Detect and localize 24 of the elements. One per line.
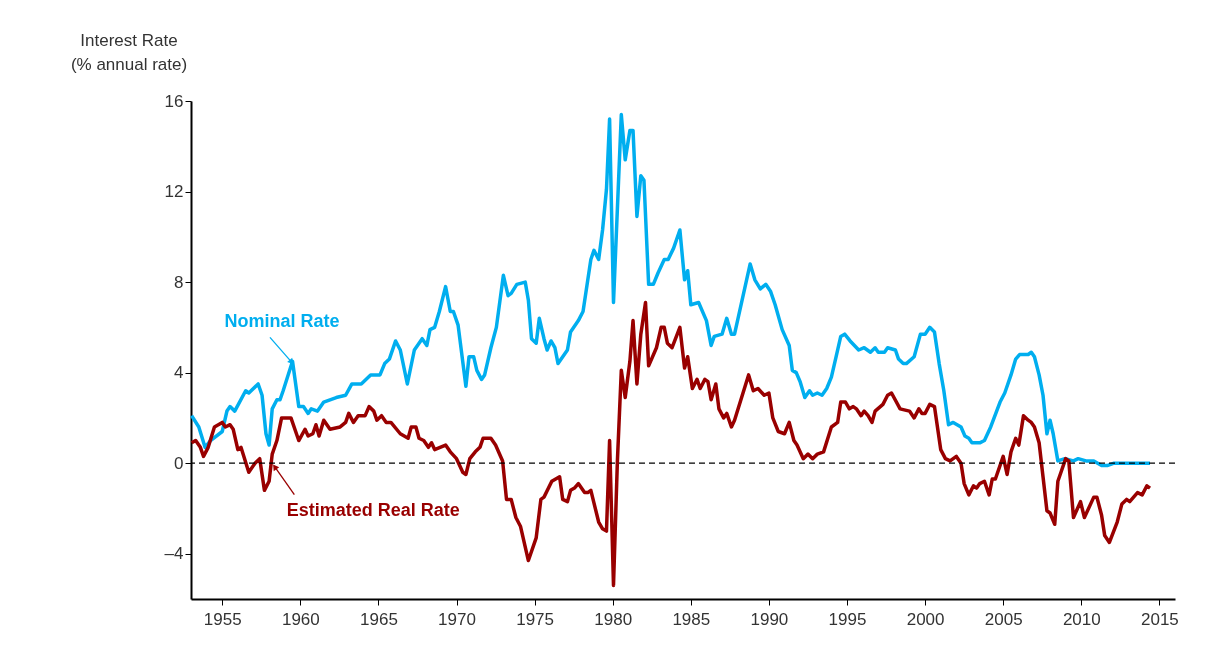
annotation: Estimated Real Rate bbox=[286, 499, 460, 520]
x-tick-label: 2000 bbox=[906, 609, 945, 629]
y-tick-label: 0 bbox=[174, 453, 184, 473]
y-axis-title: Interest Rate (% annual rate) bbox=[70, 31, 188, 74]
x-tick-label: 1995 bbox=[828, 609, 867, 629]
line-series bbox=[189, 112, 1152, 468]
x-tick-label: 1990 bbox=[750, 609, 789, 629]
x-tick-label: 1980 bbox=[594, 609, 633, 629]
x-tick-label: 1955 bbox=[203, 609, 242, 629]
x-tick-label: 2015 bbox=[1140, 609, 1179, 629]
y-tick-label: 8 bbox=[174, 272, 184, 292]
x-tick-label: 2010 bbox=[1062, 609, 1101, 629]
x-tick-label: 1960 bbox=[281, 609, 320, 629]
line-series bbox=[189, 300, 1152, 588]
y-tick-label: 4 bbox=[174, 363, 184, 383]
x-tick-label: 1985 bbox=[672, 609, 711, 629]
annotation: Nominal Rate bbox=[224, 311, 340, 332]
y-tick-label: 12 bbox=[164, 182, 184, 202]
x-tick-label: 2005 bbox=[984, 609, 1023, 629]
x-tick-label: 1965 bbox=[360, 609, 398, 629]
y-tick-label: –4 bbox=[164, 544, 184, 564]
y-tick-label: 16 bbox=[164, 91, 184, 111]
x-tick-label: 1975 bbox=[516, 609, 555, 629]
x-tick-label: 1970 bbox=[438, 609, 476, 629]
